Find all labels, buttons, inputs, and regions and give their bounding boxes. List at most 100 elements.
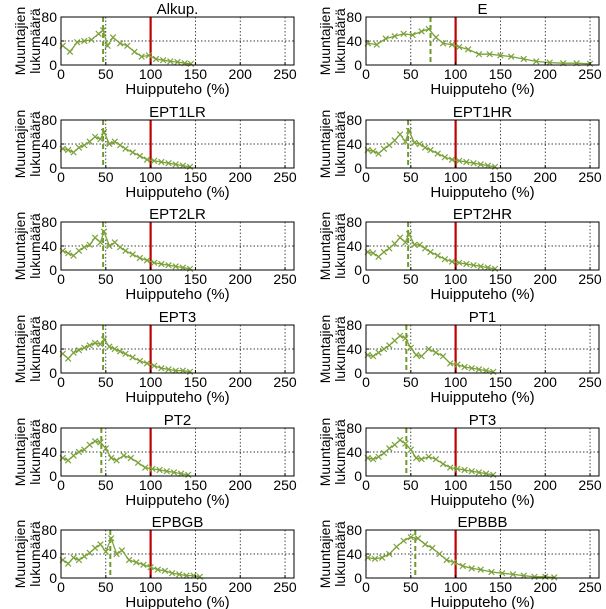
- data-point: [107, 535, 115, 542]
- data-point: [378, 554, 386, 561]
- data-point: [520, 55, 527, 63]
- x-tick-label: 0: [362, 374, 370, 390]
- chart-title: PT3: [469, 412, 497, 429]
- data-point: [464, 46, 472, 53]
- data-point: [75, 247, 83, 255]
- y-tick-label: 40: [346, 136, 362, 152]
- data-point: [434, 150, 441, 157]
- data-point: [179, 162, 187, 169]
- data-point: [142, 464, 149, 471]
- data-point: [490, 368, 497, 376]
- y-axis-label: Muuntajienlukumäärä: [12, 520, 43, 589]
- data-point: [455, 43, 463, 51]
- y-axis-label: Muuntajienlukumäärä: [317, 418, 348, 487]
- data-point: [454, 361, 461, 368]
- data-point: [150, 157, 158, 165]
- data-point: [414, 535, 422, 542]
- data-point: [97, 541, 104, 548]
- x-tick-label: 200: [534, 66, 558, 82]
- x-tick-label: 250: [578, 271, 602, 287]
- data-point: [416, 140, 423, 148]
- x-axis-label: Huipputeho (%): [430, 286, 534, 303]
- x-tick-label: 250: [273, 66, 297, 82]
- x-axis-label: Huipputeho (%): [125, 286, 229, 303]
- data-point: [179, 264, 187, 271]
- x-tick-label: 150: [184, 579, 208, 595]
- y-tick-label: 80: [41, 317, 57, 333]
- data-point: [386, 141, 393, 149]
- y-tick-label: 0: [354, 365, 362, 381]
- data-point: [448, 258, 456, 265]
- data-point: [484, 264, 492, 271]
- x-axis-label: Huipputeho (%): [430, 184, 534, 201]
- x-tick-label: 100: [139, 66, 163, 82]
- data-point: [143, 360, 151, 367]
- data-point: [407, 344, 415, 352]
- data-point: [106, 343, 113, 350]
- chart-title: PT2: [164, 412, 192, 429]
- data-point: [186, 265, 194, 273]
- data-point: [120, 452, 127, 459]
- x-tick-label: 0: [57, 169, 65, 185]
- subplot-alkup-: 0 50 100 150 200 250 0 40 80 Alkup. Huipputeho (%)…: [12, 1, 297, 98]
- data-point: [86, 138, 93, 145]
- x-tick-label: 150: [489, 579, 513, 595]
- data-point: [418, 352, 425, 360]
- data-point: [66, 48, 74, 56]
- data-point: [86, 549, 93, 557]
- x-tick-label: 250: [578, 579, 602, 595]
- data-point: [486, 50, 493, 58]
- data-point: [107, 454, 115, 462]
- data-point: [75, 556, 83, 564]
- y-tick-label: 0: [354, 57, 362, 73]
- data-point: [172, 367, 179, 374]
- x-tick-label: 0: [362, 66, 370, 82]
- data-point: [386, 245, 393, 252]
- data-point: [187, 60, 195, 68]
- data-point: [179, 367, 187, 374]
- data-point: [102, 445, 110, 452]
- data-point: [425, 25, 432, 33]
- data-point: [86, 441, 93, 449]
- y-tick-label: 0: [354, 160, 362, 176]
- data-point: [161, 567, 169, 575]
- x-tick-label: 50: [403, 271, 419, 287]
- data-point: [91, 437, 99, 445]
- data-point: [477, 566, 484, 573]
- data-point: [441, 153, 449, 161]
- data-point: [70, 349, 77, 356]
- y-axis-label: Muuntajienlukumäärä: [12, 212, 43, 281]
- data-point: [156, 466, 163, 474]
- x-axis-label: Huipputeho (%): [430, 389, 534, 406]
- data-point: [400, 537, 407, 545]
- data-point: [429, 544, 436, 552]
- data-point: [461, 466, 468, 474]
- data-point: [106, 140, 113, 148]
- subplot-epbgb: 0 50 100 150 200 250 0 40 80 EPBGB Huipputeho (%) M…: [12, 514, 297, 609]
- data-point: [441, 255, 449, 263]
- data-point: [396, 436, 404, 444]
- x-tick-label: 150: [184, 374, 208, 390]
- data-point: [439, 352, 447, 360]
- data-point: [402, 138, 409, 145]
- data-point: [421, 144, 429, 151]
- data-point: [380, 248, 388, 256]
- y-tick-label: 40: [41, 341, 57, 357]
- data-point: [143, 156, 151, 163]
- data-point: [369, 352, 377, 360]
- x-tick-label: 0: [362, 271, 370, 287]
- data-point: [91, 133, 99, 141]
- y-tick-label: 0: [354, 468, 362, 484]
- data-point: [97, 239, 104, 246]
- x-tick-label: 100: [444, 66, 468, 82]
- subplot-ept2hr: 0 50 100 150 200 250 0 40 80 EPT2HR Huipputeho (%)…: [317, 206, 602, 303]
- x-axis-label: Huipputeho (%): [430, 594, 534, 609]
- data-point: [482, 470, 490, 477]
- data-point: [491, 163, 499, 171]
- y-tick-label: 40: [346, 238, 362, 254]
- data-point: [475, 366, 483, 373]
- x-tick-label: 250: [578, 374, 602, 390]
- data-point: [386, 342, 393, 349]
- data-point: [391, 137, 398, 144]
- x-tick-label: 150: [184, 477, 208, 493]
